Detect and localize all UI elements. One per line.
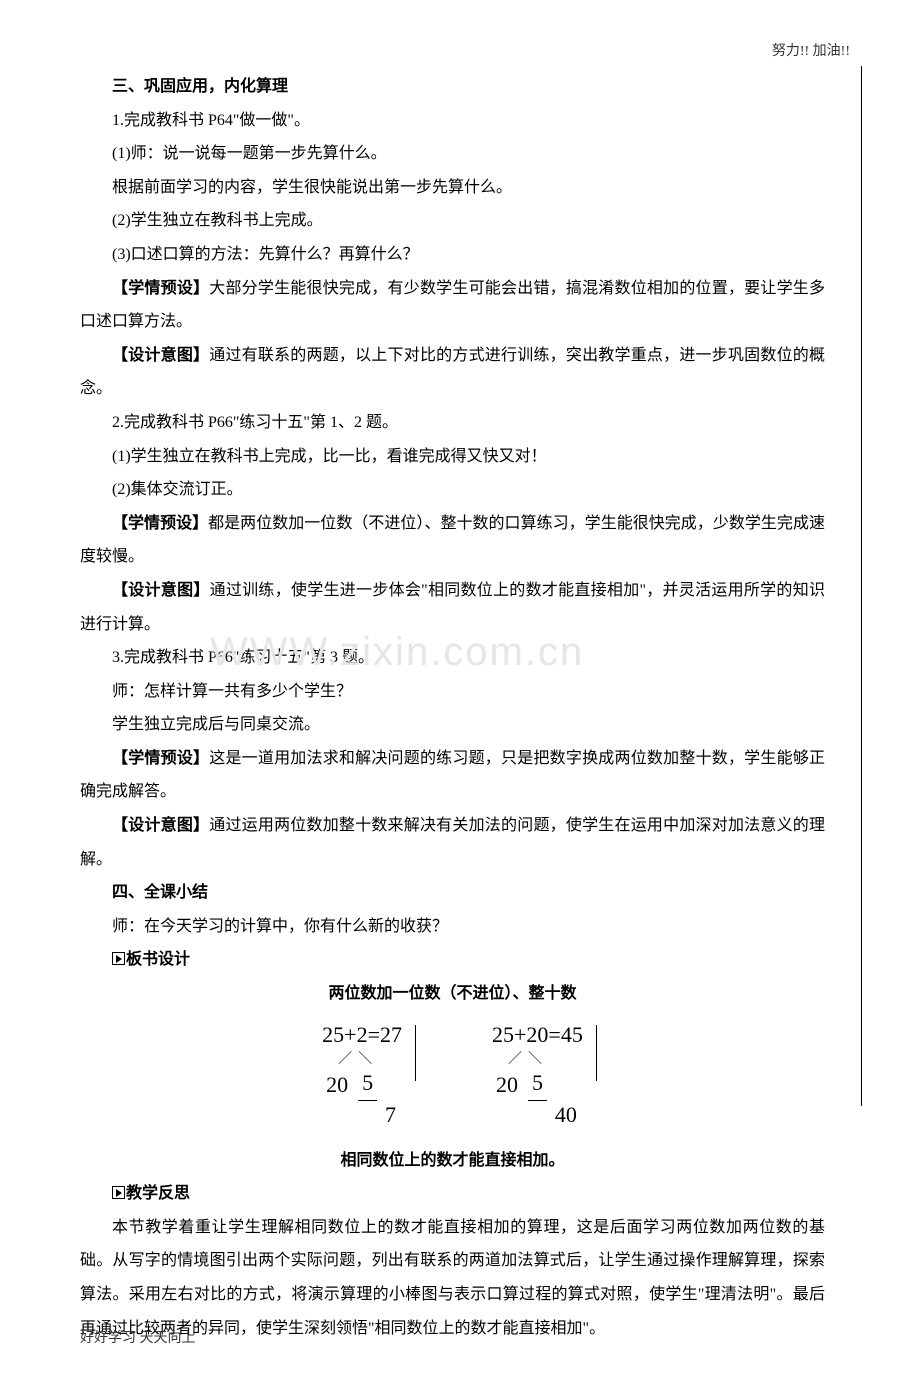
board-label: 板书设计 — [126, 951, 190, 968]
s3-note2: 【设计意图】通过有联系的两题，以上下对比的方式进行训练，突出教学重点，进一步巩固… — [80, 339, 825, 406]
s3-p1: 1.完成教科书 P64"做一做"。 — [80, 104, 825, 138]
s3-p3a: 师：怎样计算一共有多少个学生？ — [80, 675, 825, 709]
s3-p1d: (3)口述口算的方法：先算什么？再算什么？ — [80, 238, 825, 272]
wedge-icon: ／＼ — [338, 1051, 378, 1069]
board-design-label: 板书设计 — [80, 943, 825, 977]
s3-p2a: (1)学生独立在教科书上完成，比一比，看谁完成得又快又对！ — [80, 440, 825, 474]
mr-r: 40 — [555, 1101, 583, 1130]
note1-label: 【学情预设】 — [112, 280, 209, 297]
ml-r: 7 — [385, 1101, 402, 1130]
eq-right: 25+20=45 — [492, 1021, 583, 1050]
s3-note4: 【设计意图】通过训练，使学生进一步体会"相同数位上的数才能直接相加"，并灵活运用… — [80, 574, 825, 641]
reflect-label: 教学反思 — [126, 1185, 190, 1202]
document-body: 三、巩固应用，内化算理 1.完成教科书 P64"做一做"。 (1)师：说一说每一… — [80, 70, 825, 1345]
mr-b: 5 — [528, 1069, 547, 1101]
s3-note3: 【学情预设】都是两位数加一位数（不进位）、整十数的口算练习，学生能很快完成，少数… — [80, 507, 825, 574]
right-margin-line — [861, 66, 862, 1106]
math-right: 25+20=45 ／＼ 20 5 40 — [492, 1021, 583, 1130]
math-diagram: 25+2=27 ／＼ 20 5 7 25+20=45 — [80, 1021, 825, 1130]
note3-label: 【学情预设】 — [112, 515, 208, 532]
wedge-icon: ／＼ — [508, 1051, 548, 1069]
s3-p2b: (2)集体交流订正。 — [80, 473, 825, 507]
s3-p1c: (2)学生独立在教科书上完成。 — [80, 204, 825, 238]
board-title: 两位数加一位数（不进位）、整十数 — [80, 977, 825, 1011]
s3-p3b: 学生独立完成后与同桌交流。 — [80, 708, 825, 742]
note5-label: 【学情预设】 — [112, 750, 209, 767]
page-footer: 好好学习 天天向上 — [80, 1327, 196, 1347]
s3-p2: 2.完成教科书 P66"练习十五"第 1、2 题。 — [80, 406, 825, 440]
s4-p1: 师：在今天学习的计算中，你有什么新的收获？ — [80, 910, 825, 944]
s3-note5: 【学情预设】这是一道用加法求和解决问题的练习题，只是把数字换成两位数加整十数，学… — [80, 742, 825, 809]
s3-note6: 【设计意图】通过运用两位数加整十数来解决有关加法的问题，使学生在运用中加深对加法… — [80, 809, 825, 876]
ml-a: 20 — [322, 1071, 352, 1100]
ml-b: 5 — [358, 1069, 377, 1101]
page-header: 努力!! 加油!! — [772, 40, 850, 60]
s3-p1a: (1)师：说一说每一题第一步先算什么。 — [80, 137, 825, 171]
s3-p3: 3.完成教科书 P66"练习十五"第 3 题。 — [80, 641, 825, 675]
s3-p1b: 根据前面学习的内容，学生很快能说出第一步先算什么。 — [80, 171, 825, 205]
s3-note1: 【学情预设】大部分学生能很快完成，有少数学生可能会出错，搞混淆数位相加的位置，要… — [80, 272, 825, 339]
triangle-icon — [112, 1186, 125, 1199]
triangle-icon — [112, 952, 125, 965]
note6-label: 【设计意图】 — [112, 817, 209, 834]
mr-a: 20 — [492, 1071, 522, 1100]
note2-label: 【设计意图】 — [112, 347, 209, 364]
note4-label: 【设计意图】 — [112, 582, 210, 599]
section-3-title: 三、巩固应用，内化算理 — [80, 70, 825, 104]
vline-right — [596, 1025, 597, 1081]
eq-left: 25+2=27 — [322, 1021, 402, 1050]
vline-left — [415, 1025, 416, 1081]
section-4-title: 四、全课小结 — [80, 876, 825, 910]
rule-text: 相同数位上的数才能直接相加。 — [80, 1144, 825, 1178]
reflect-text: 本节教学着重让学生理解相同数位上的数才能直接相加的算理，这是后面学习两位数加两位… — [80, 1211, 825, 1345]
math-left: 25+2=27 ／＼ 20 5 7 — [322, 1021, 402, 1130]
reflect-label-line: 教学反思 — [80, 1177, 825, 1211]
